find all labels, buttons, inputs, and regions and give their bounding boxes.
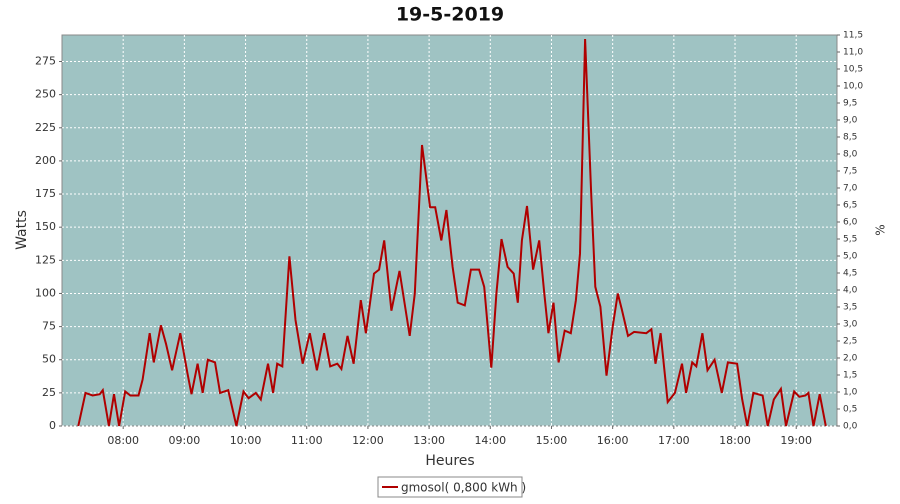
y-tick-label: 125 [35, 253, 56, 266]
y-tick-label: 250 [35, 88, 56, 101]
y-tick-label: 150 [35, 220, 56, 233]
x-tick-label: 10:00 [230, 434, 262, 447]
y2-tick-label: 7,5 [843, 167, 857, 177]
y2-tick-label: 0,5 [843, 405, 857, 415]
y-tick-label: 75 [42, 320, 56, 333]
x-tick-label: 19:00 [780, 434, 812, 447]
y-tick-label: 225 [35, 121, 56, 134]
x-axis-label: Heures [425, 453, 474, 469]
y2-tick-label: 10,0 [843, 82, 863, 92]
y-tick-label: 200 [35, 154, 56, 167]
y2-tick-label: 3,5 [843, 303, 857, 313]
x-tick-label: 11:00 [291, 434, 323, 447]
y2-tick-label: 6,0 [843, 218, 858, 228]
y-tick-label: 275 [35, 55, 56, 68]
x-tick-label: 15:00 [536, 434, 568, 447]
y2-tick-label: 3,0 [843, 320, 858, 330]
y2-tick-label: 2,0 [843, 354, 858, 364]
y-tick-label: 100 [35, 286, 56, 299]
y2-tick-label: 9,5 [843, 99, 857, 109]
y2-tick-label: 5,5 [843, 235, 857, 245]
x-tick-label: 12:00 [352, 434, 384, 447]
x-tick-label: 16:00 [597, 434, 629, 447]
y-tick-label: 0 [49, 419, 56, 432]
y2-axis-label: % [874, 224, 888, 235]
y-tick-label: 175 [35, 187, 56, 200]
y2-tick-label: 9,0 [843, 116, 858, 126]
y-tick-label: 50 [42, 353, 56, 366]
x-tick-label: 13:00 [413, 434, 445, 447]
legend-label: gmosol( 0,800 kWh ) [401, 481, 526, 495]
y2-tick-label: 10,5 [843, 65, 863, 75]
y2-tick-label: 11,0 [843, 48, 863, 58]
data-line [77, 38, 827, 427]
legend-box [377, 476, 523, 498]
x-tick-label: 18:00 [719, 434, 751, 447]
y2-tick-label: 7,0 [843, 184, 858, 194]
y-axis-label: Watts [14, 210, 30, 250]
x-tick-label: 09:00 [169, 434, 201, 447]
y2-tick-label: 1,0 [843, 388, 858, 398]
y2-tick-label: 6,5 [843, 201, 857, 211]
y2-tick-label: 5,0 [843, 252, 858, 262]
y2-tick-label: 11,5 [843, 31, 863, 41]
y2-tick-label: 4,5 [843, 269, 857, 279]
y2-tick-label: 4,0 [843, 286, 858, 296]
y2-tick-label: 0,0 [843, 422, 858, 432]
y-tick-label: 25 [42, 386, 56, 399]
y2-tick-label: 8,0 [843, 150, 858, 160]
x-tick-label: 08:00 [107, 434, 139, 447]
y2-tick-label: 1,5 [843, 371, 857, 381]
x-tick-label: 14:00 [474, 434, 506, 447]
x-tick-label: 17:00 [658, 434, 690, 447]
y2-tick-label: 8,5 [843, 133, 857, 143]
chart-title: 19-5-2019 [396, 4, 504, 26]
y2-tick-label: 2,5 [843, 337, 857, 347]
